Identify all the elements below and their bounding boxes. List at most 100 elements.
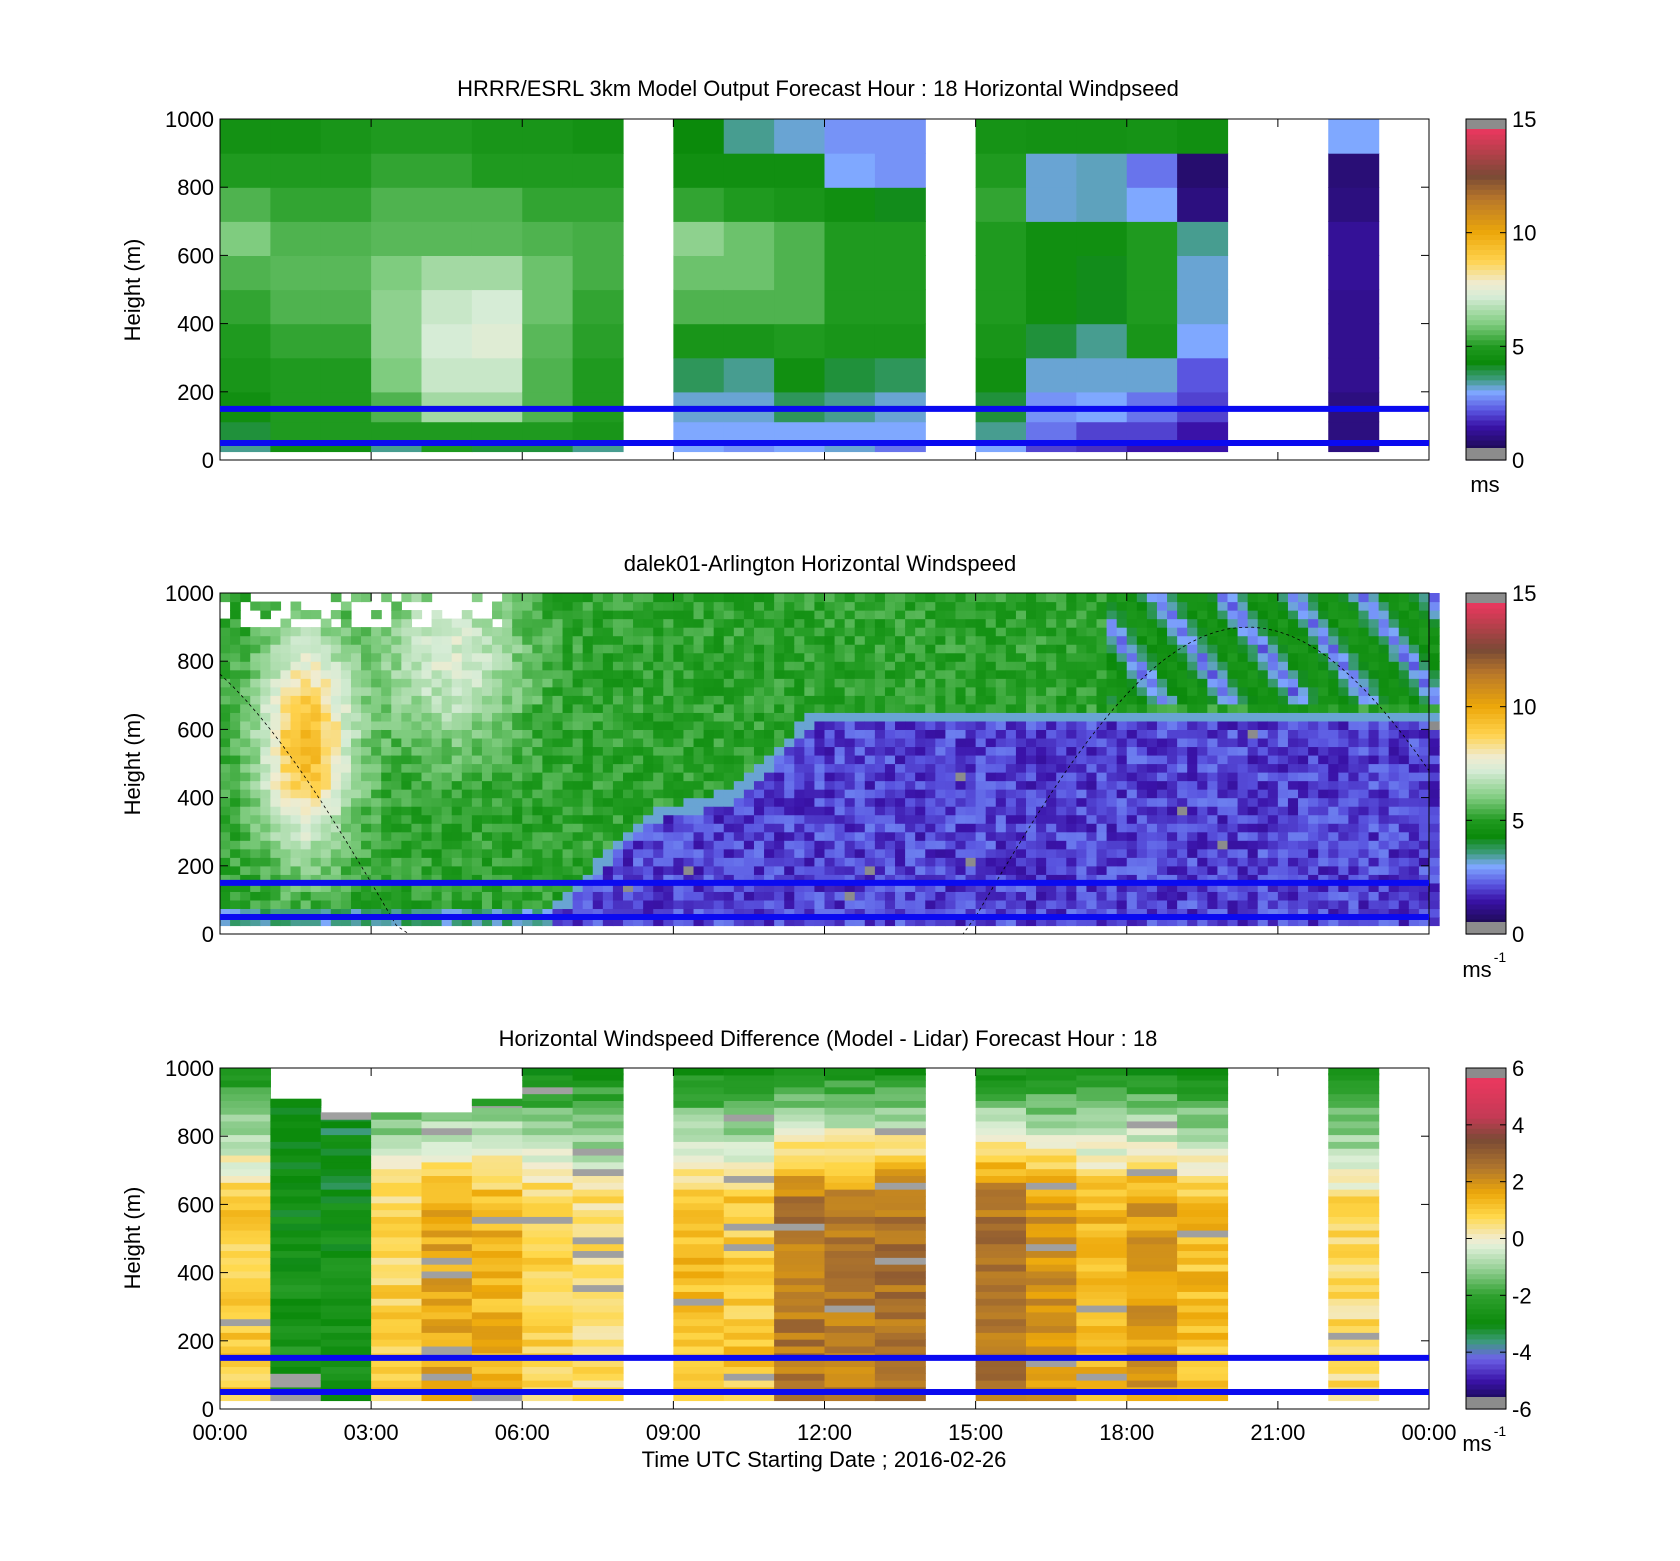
- heatmap-cell: [915, 601, 926, 611]
- heatmap-cell: [1328, 618, 1339, 628]
- heatmap-cell: [330, 806, 342, 816]
- heatmap-cell: [1096, 754, 1108, 765]
- heatmap-cell: [1308, 618, 1319, 628]
- heatmap-cell: [804, 644, 816, 654]
- heatmap-cell: [1056, 652, 1067, 662]
- heatmap-cell: [542, 797, 554, 807]
- heatmap-cell: [1207, 720, 1219, 730]
- heatmap-cell: [1086, 635, 1098, 645]
- heatmap-cell: [1076, 153, 1128, 188]
- heatmap-cell: [320, 720, 332, 730]
- heatmap-cell: [935, 635, 946, 645]
- heatmap-cell: [461, 780, 473, 790]
- heatmap-cell: [1227, 712, 1239, 722]
- heatmap-cell: [663, 686, 674, 696]
- heatmap-cell: [461, 772, 473, 782]
- heatmap-cell: [1298, 789, 1309, 799]
- heatmap-cell: [1328, 899, 1339, 910]
- heatmap-cell: [1308, 797, 1319, 807]
- heatmap-cell: [784, 908, 795, 918]
- heatmap-cell: [1318, 601, 1329, 611]
- heatmap-cell: [542, 763, 554, 773]
- heatmap-cell: [1187, 823, 1198, 833]
- heatmap-cell: [220, 695, 231, 705]
- heatmap-cell: [693, 720, 705, 730]
- heatmap-cell: [1126, 754, 1138, 765]
- heatmap-cell: [401, 857, 413, 867]
- heatmap-cell: [673, 840, 685, 850]
- heatmap-cell: [260, 814, 271, 824]
- heatmap-cell: [683, 593, 695, 603]
- heatmap-cell: [290, 644, 302, 654]
- heatmap-cell: [753, 823, 765, 833]
- heatmap-cell: [1237, 874, 1249, 884]
- heatmap-cell: [1398, 857, 1410, 867]
- heatmap-cell: [965, 635, 977, 645]
- heatmap-cell: [300, 874, 312, 884]
- heatmap-cell: [804, 593, 816, 603]
- heatmap-cell: [1277, 865, 1289, 875]
- heatmap-cell: [1237, 737, 1249, 748]
- heatmap-cell: [1388, 678, 1400, 688]
- heatmap-cell: [471, 772, 483, 782]
- heatmap-cell: [612, 610, 624, 620]
- heatmap-cell: [1358, 601, 1370, 611]
- heatmap-cell: [844, 703, 856, 713]
- heatmap-cell: [1036, 789, 1047, 799]
- heatmap-cell: [854, 635, 866, 645]
- heatmap-cell: [1086, 618, 1098, 628]
- heatmap-cell: [431, 806, 443, 816]
- heatmap-cell: [975, 729, 987, 739]
- heatmap-cell: [381, 652, 392, 662]
- heatmap-cell: [1308, 695, 1319, 705]
- heatmap-cell: [1287, 831, 1299, 841]
- heatmap-cell: [1418, 763, 1430, 773]
- heatmap-cell: [955, 610, 967, 620]
- heatmap-cell: [1217, 593, 1229, 603]
- heatmap-cell: [723, 814, 735, 824]
- heatmap-cell: [1408, 899, 1420, 910]
- heatmap-cell: [733, 729, 745, 739]
- heatmap-cell: [854, 780, 866, 790]
- heatmap-cell: [532, 729, 543, 739]
- heatmap-cell: [643, 823, 654, 833]
- heatmap-cell: [411, 806, 423, 816]
- heatmap-cell: [683, 908, 695, 918]
- heatmap-cell: [1126, 669, 1138, 679]
- heatmap-cell: [713, 686, 725, 696]
- heatmap-cell: [330, 695, 342, 705]
- heatmap-cell: [260, 823, 271, 833]
- heatmap-cell: [350, 831, 362, 841]
- heatmap-cell: [522, 746, 533, 756]
- heatmap-cell: [945, 772, 957, 782]
- heatmap-cell: [391, 891, 402, 901]
- heatmap-cell: [1217, 882, 1229, 892]
- heatmap-cell: [552, 891, 564, 901]
- heatmap-cell: [844, 652, 856, 662]
- heatmap-cell: [280, 703, 292, 713]
- heatmap-cell: [552, 729, 564, 739]
- heatmap-cell: [411, 857, 423, 867]
- heatmap-cell: [1076, 729, 1088, 739]
- heatmap-cell: [1026, 442, 1077, 453]
- heatmap-cell: [461, 661, 473, 671]
- colorbar-swatch: [1466, 224, 1506, 230]
- heatmap-cell: [240, 772, 251, 782]
- heatmap-cell: [340, 916, 352, 927]
- heatmap-cell: [361, 789, 372, 799]
- heatmap-cell: [915, 916, 926, 927]
- heatmap-cell: [1237, 712, 1249, 722]
- heatmap-cell: [361, 746, 372, 756]
- heatmap-cell: [512, 729, 523, 739]
- heatmap-cell: [562, 601, 574, 611]
- heatmap-cell: [633, 610, 644, 620]
- heatmap-cell: [471, 119, 523, 154]
- heatmap-cell: [270, 678, 282, 688]
- heatmap-cell: [1046, 754, 1057, 765]
- heatmap-cell: [310, 720, 322, 730]
- heatmap-cell: [582, 703, 594, 713]
- heatmap-cell: [270, 857, 282, 867]
- heatmap-cell: [1066, 814, 1077, 824]
- heatmap-cell: [673, 678, 685, 688]
- heatmap-cell: [965, 891, 977, 901]
